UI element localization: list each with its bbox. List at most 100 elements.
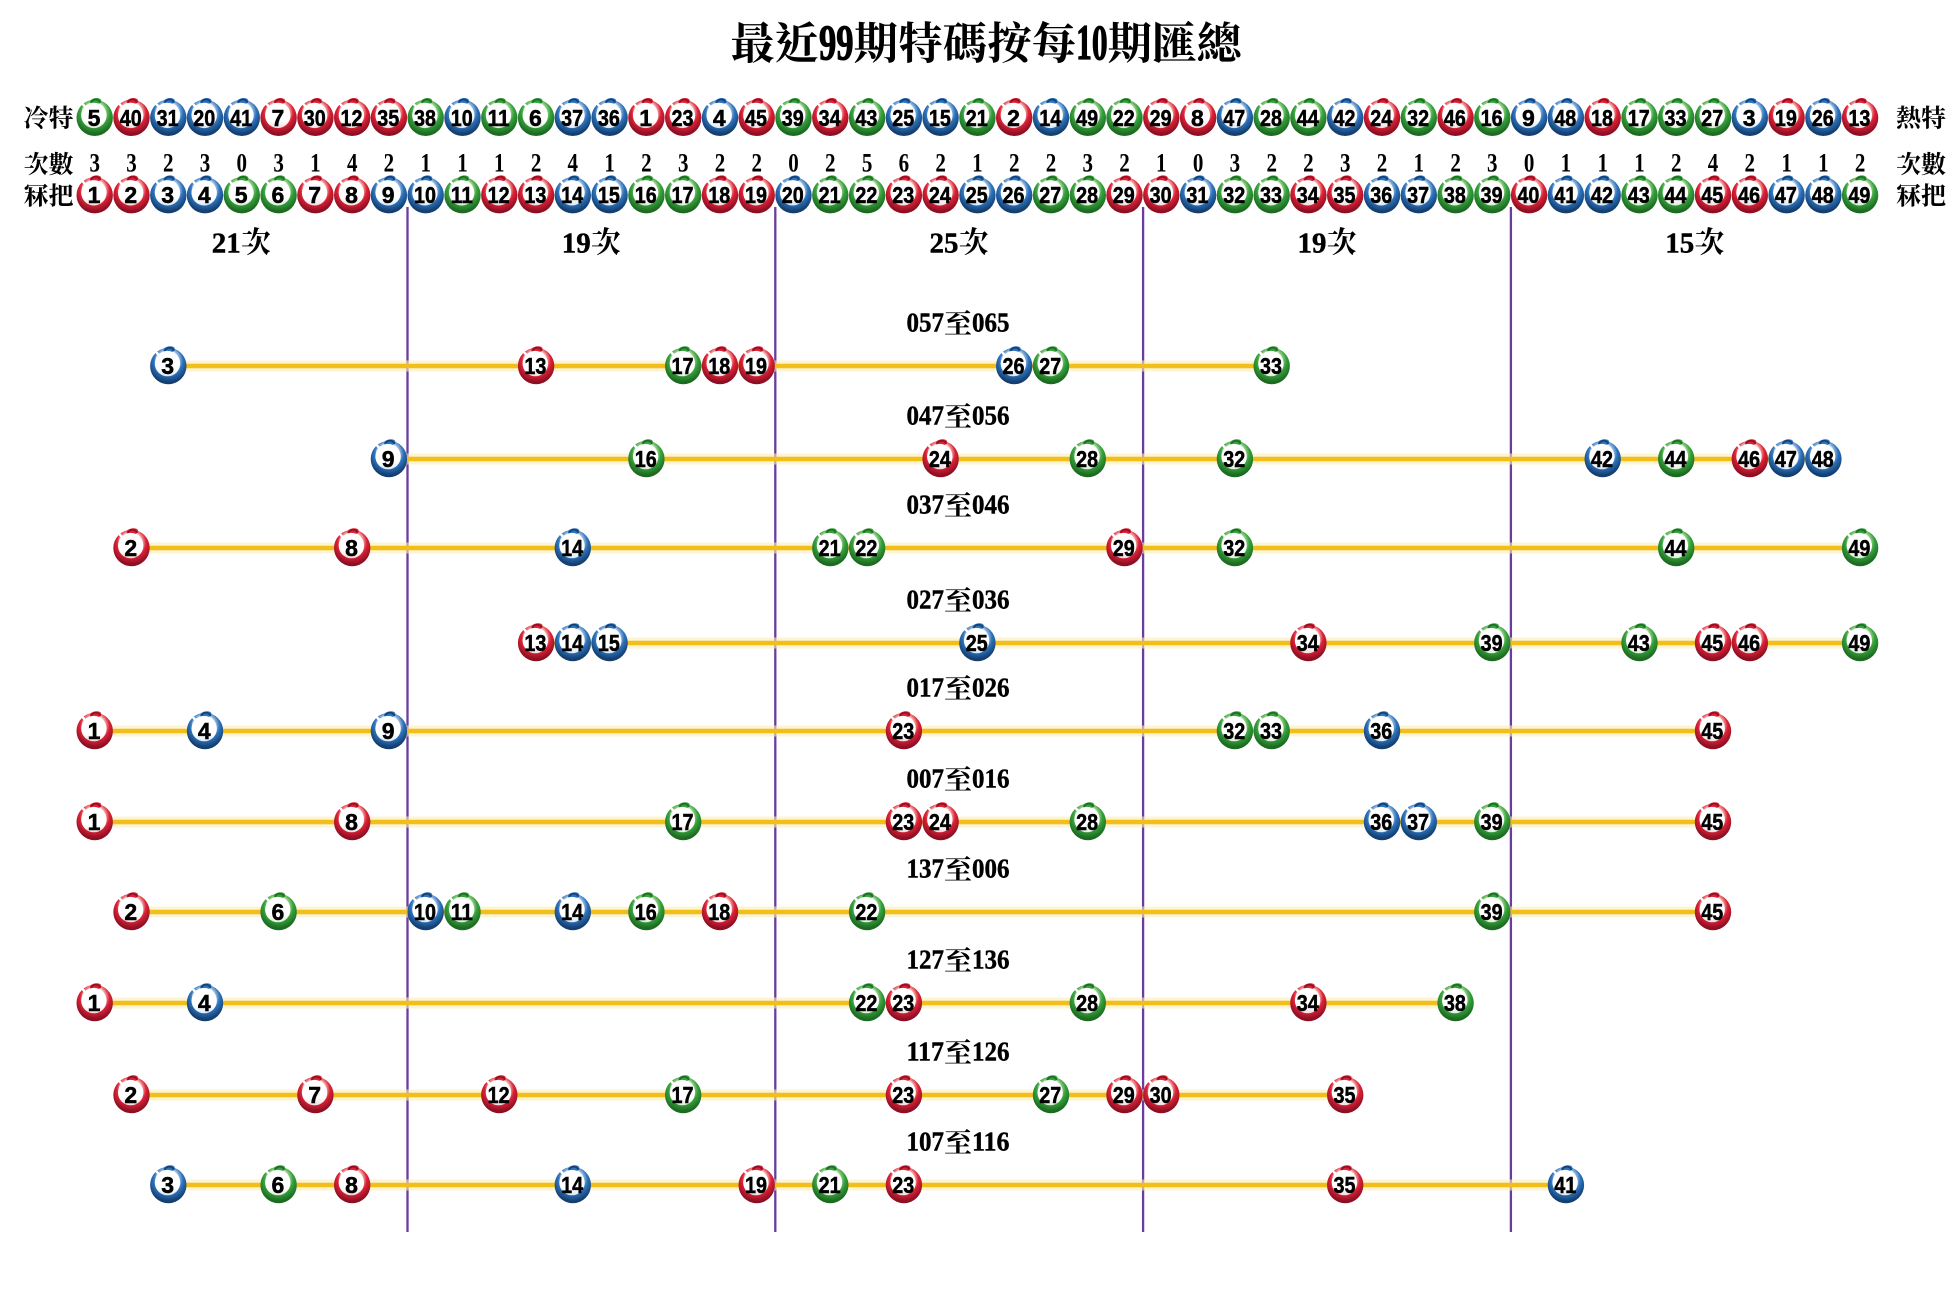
svg-text:30: 30 xyxy=(304,105,326,131)
svg-text:2: 2 xyxy=(935,149,946,178)
svg-text:23: 23 xyxy=(892,1172,914,1198)
svg-text:42: 42 xyxy=(1591,182,1613,208)
svg-text:21: 21 xyxy=(819,535,841,561)
svg-text:2: 2 xyxy=(531,149,542,178)
svg-text:39: 39 xyxy=(1481,182,1503,208)
svg-text:24: 24 xyxy=(929,182,951,208)
svg-text:32: 32 xyxy=(1223,718,1245,744)
svg-text:4: 4 xyxy=(198,990,211,1016)
svg-text:3: 3 xyxy=(200,149,211,178)
svg-text:2: 2 xyxy=(1671,149,1682,178)
svg-text:3: 3 xyxy=(161,353,174,379)
svg-text:1: 1 xyxy=(1561,149,1572,178)
svg-text:14: 14 xyxy=(561,1172,583,1198)
svg-text:2: 2 xyxy=(825,149,836,178)
svg-text:31: 31 xyxy=(1186,182,1208,208)
svg-text:5: 5 xyxy=(862,149,873,178)
svg-text:7: 7 xyxy=(272,105,285,131)
svg-text:11: 11 xyxy=(451,182,473,208)
svg-text:18: 18 xyxy=(708,182,730,208)
svg-text:34: 34 xyxy=(819,105,841,131)
svg-text:14: 14 xyxy=(1039,105,1061,131)
svg-text:14: 14 xyxy=(561,899,583,925)
svg-text:2: 2 xyxy=(124,182,137,208)
svg-text:46: 46 xyxy=(1738,630,1760,656)
svg-text:17: 17 xyxy=(1628,105,1650,131)
svg-text:33: 33 xyxy=(1260,353,1282,379)
svg-text:1: 1 xyxy=(1414,149,1425,178)
svg-text:17: 17 xyxy=(672,182,694,208)
svg-text:9: 9 xyxy=(382,446,395,472)
svg-text:49: 49 xyxy=(1848,630,1870,656)
svg-text:19: 19 xyxy=(745,182,767,208)
svg-text:28: 28 xyxy=(1076,182,1098,208)
svg-text:17: 17 xyxy=(672,353,694,379)
svg-text:23: 23 xyxy=(892,990,914,1016)
svg-text:3: 3 xyxy=(1487,149,1498,178)
svg-text:7: 7 xyxy=(308,1082,321,1108)
svg-text:12: 12 xyxy=(488,182,510,208)
svg-text:14: 14 xyxy=(561,535,583,561)
svg-text:45: 45 xyxy=(1701,182,1723,208)
svg-text:1: 1 xyxy=(457,149,468,178)
svg-text:28: 28 xyxy=(1260,105,1282,131)
svg-text:0: 0 xyxy=(237,149,248,178)
svg-text:11: 11 xyxy=(451,899,473,925)
svg-text:39: 39 xyxy=(1481,630,1503,656)
svg-text:127: 127 xyxy=(907,945,945,975)
svg-text:3: 3 xyxy=(1083,149,1094,178)
svg-text:23: 23 xyxy=(892,1082,914,1108)
svg-text:2: 2 xyxy=(751,149,762,178)
svg-text:22: 22 xyxy=(855,899,877,925)
svg-text:4: 4 xyxy=(568,149,579,178)
svg-text:126: 126 xyxy=(972,1037,1010,1067)
svg-text:39: 39 xyxy=(782,105,804,131)
svg-text:037: 037 xyxy=(907,490,945,520)
svg-text:37: 37 xyxy=(1407,809,1429,835)
svg-text:4: 4 xyxy=(198,718,211,744)
svg-text:3: 3 xyxy=(678,149,689,178)
svg-text:3: 3 xyxy=(161,1172,174,1198)
svg-text:1: 1 xyxy=(1781,149,1792,178)
svg-text:19: 19 xyxy=(1298,228,1327,260)
svg-text:8: 8 xyxy=(345,1172,358,1198)
svg-text:36: 36 xyxy=(1370,182,1392,208)
svg-text:2: 2 xyxy=(1007,105,1020,131)
svg-text:3: 3 xyxy=(1340,149,1351,178)
svg-text:38: 38 xyxy=(1444,182,1466,208)
svg-text:16: 16 xyxy=(635,446,657,472)
svg-text:137: 137 xyxy=(907,854,945,884)
svg-text:19: 19 xyxy=(562,228,591,260)
svg-text:15: 15 xyxy=(1665,228,1694,260)
svg-text:1: 1 xyxy=(1818,149,1829,178)
svg-text:35: 35 xyxy=(1334,1082,1356,1108)
svg-text:27: 27 xyxy=(1701,105,1723,131)
svg-text:25: 25 xyxy=(966,630,988,656)
svg-text:13: 13 xyxy=(1848,105,1870,131)
svg-text:49: 49 xyxy=(1076,105,1098,131)
svg-text:14: 14 xyxy=(561,630,583,656)
svg-text:046: 046 xyxy=(972,490,1010,520)
svg-text:27: 27 xyxy=(1039,1082,1061,1108)
svg-text:19: 19 xyxy=(1775,105,1797,131)
svg-text:2: 2 xyxy=(124,1082,137,1108)
svg-text:38: 38 xyxy=(1444,990,1466,1016)
svg-text:1: 1 xyxy=(1597,149,1608,178)
svg-text:99: 99 xyxy=(819,14,854,70)
svg-text:40: 40 xyxy=(120,105,142,131)
svg-text:13: 13 xyxy=(524,353,546,379)
svg-text:25: 25 xyxy=(892,105,914,131)
svg-text:22: 22 xyxy=(1113,105,1135,131)
svg-text:3: 3 xyxy=(1230,149,1241,178)
svg-text:2: 2 xyxy=(1303,149,1314,178)
svg-text:44: 44 xyxy=(1665,446,1687,472)
svg-text:116: 116 xyxy=(972,1127,1010,1157)
svg-text:23: 23 xyxy=(672,105,694,131)
svg-text:39: 39 xyxy=(1481,899,1503,925)
svg-text:36: 36 xyxy=(598,105,620,131)
svg-text:9: 9 xyxy=(382,718,395,744)
svg-text:45: 45 xyxy=(1701,899,1723,925)
svg-text:6: 6 xyxy=(272,899,285,925)
svg-text:2: 2 xyxy=(1009,149,1020,178)
svg-text:016: 016 xyxy=(972,764,1010,794)
